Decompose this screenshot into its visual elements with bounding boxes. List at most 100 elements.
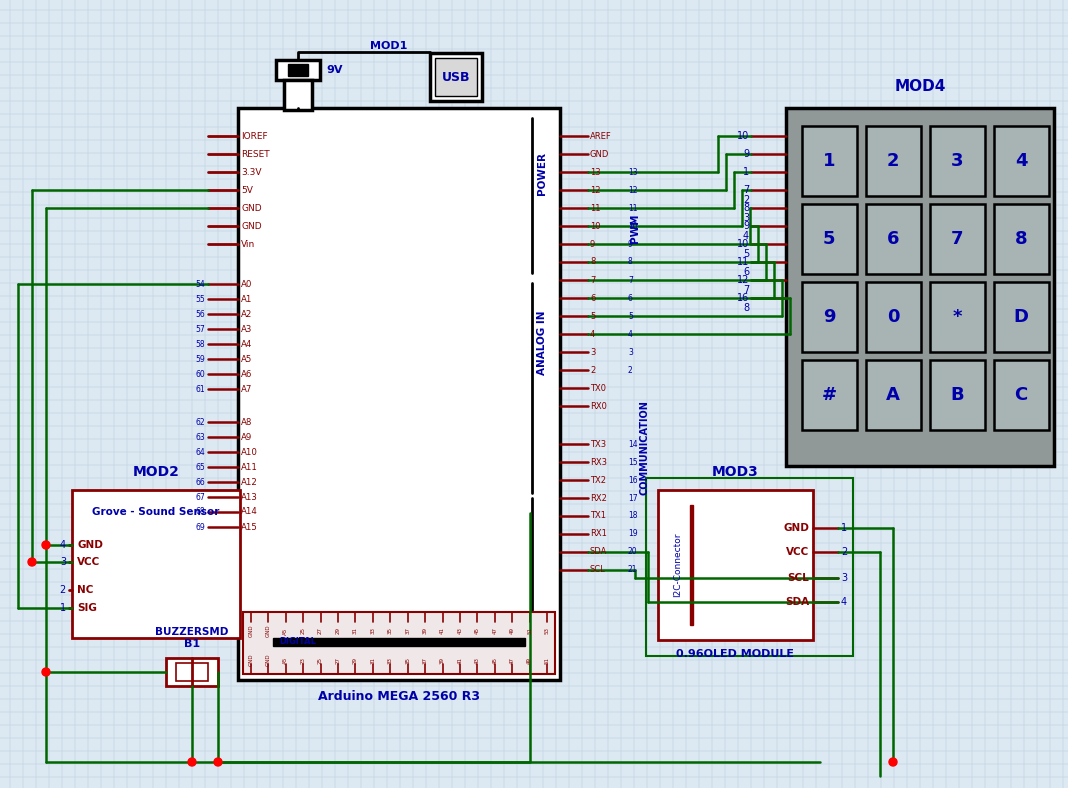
Bar: [930, 360, 985, 430]
Text: A12: A12: [241, 478, 257, 486]
Circle shape: [42, 668, 50, 676]
Text: 0: 0: [886, 308, 899, 326]
Bar: [994, 282, 1049, 352]
Bar: [866, 126, 921, 196]
Text: 62: 62: [195, 418, 205, 426]
Text: 2: 2: [60, 585, 66, 595]
Text: SIG: SIG: [77, 603, 97, 613]
Bar: [288, 64, 308, 76]
Text: 1: 1: [841, 523, 847, 533]
Text: 53: 53: [545, 627, 550, 634]
Text: GND: GND: [783, 523, 808, 533]
Text: A14: A14: [241, 507, 257, 516]
Text: 3: 3: [60, 557, 66, 567]
Text: RX3: RX3: [590, 458, 607, 466]
Text: 5: 5: [590, 311, 595, 321]
Text: 7: 7: [628, 276, 633, 284]
Text: DIGITAL: DIGITAL: [279, 637, 316, 646]
Text: AREF: AREF: [590, 132, 612, 140]
Text: Arduino MEGA 2560 R3: Arduino MEGA 2560 R3: [318, 690, 480, 702]
Bar: [658, 490, 813, 640]
Text: A15: A15: [241, 522, 257, 531]
Bar: [994, 204, 1049, 274]
Text: RX0: RX0: [590, 402, 607, 411]
Text: 60: 60: [195, 370, 205, 378]
Text: RESET: RESET: [241, 150, 269, 158]
Text: COMMUNICATION: COMMUNICATION: [640, 400, 650, 496]
Bar: [72, 490, 240, 638]
Text: 4: 4: [841, 597, 847, 607]
Text: 51: 51: [528, 627, 532, 634]
Text: GND: GND: [77, 540, 103, 550]
Text: 2: 2: [628, 366, 632, 374]
Bar: [435, 58, 477, 96]
Text: 45: 45: [475, 627, 480, 634]
Text: 55: 55: [195, 295, 205, 303]
Text: 56: 56: [195, 310, 205, 318]
Text: 67: 67: [195, 492, 205, 501]
Text: 16: 16: [737, 293, 749, 303]
Text: 31: 31: [371, 656, 375, 663]
Bar: [994, 360, 1049, 430]
Text: 8: 8: [628, 258, 632, 266]
Text: 25: 25: [318, 656, 324, 663]
Text: 59: 59: [195, 355, 205, 363]
Bar: [238, 108, 560, 680]
Text: VCC: VCC: [786, 547, 808, 557]
Text: A6: A6: [241, 370, 252, 378]
Text: 57: 57: [195, 325, 205, 333]
Text: 19: 19: [628, 530, 638, 538]
Text: 6: 6: [743, 267, 749, 277]
Text: 6: 6: [590, 293, 595, 303]
Text: 4: 4: [743, 231, 749, 241]
Text: 3: 3: [628, 348, 633, 356]
Text: 3.3V: 3.3V: [241, 168, 262, 177]
Bar: [930, 126, 985, 196]
Bar: [786, 108, 1054, 466]
Text: USB: USB: [442, 70, 470, 84]
Text: *: *: [953, 308, 962, 326]
Text: A13: A13: [241, 492, 257, 501]
Text: 15: 15: [628, 458, 638, 466]
Text: 2: 2: [841, 547, 847, 557]
Text: GND: GND: [266, 625, 271, 637]
Bar: [802, 282, 857, 352]
Text: BUZZERSMD: BUZZERSMD: [155, 627, 229, 637]
Bar: [430, 53, 482, 101]
Text: 1: 1: [822, 152, 835, 170]
Text: 7: 7: [951, 230, 963, 248]
Text: 43: 43: [475, 656, 480, 663]
Text: MOD2: MOD2: [132, 465, 179, 479]
Text: 7: 7: [742, 285, 749, 295]
Text: RX2: RX2: [590, 493, 607, 503]
Text: 5V: 5V: [241, 185, 253, 195]
Text: A: A: [886, 386, 900, 404]
Bar: [802, 126, 857, 196]
Text: 8: 8: [590, 258, 595, 266]
Text: 2: 2: [886, 152, 899, 170]
Text: 10: 10: [590, 221, 600, 231]
Text: 6: 6: [886, 230, 899, 248]
Text: 6: 6: [628, 293, 633, 303]
Bar: [802, 204, 857, 274]
Text: GND: GND: [266, 654, 271, 667]
Text: 9: 9: [743, 149, 749, 159]
Text: VCC: VCC: [77, 557, 100, 567]
Text: 37: 37: [405, 627, 410, 634]
Circle shape: [188, 758, 197, 766]
Text: 39: 39: [440, 656, 445, 663]
Text: 49: 49: [509, 627, 515, 634]
Text: 5: 5: [822, 230, 835, 248]
Text: GND: GND: [241, 203, 262, 213]
Text: 61: 61: [195, 385, 205, 393]
Circle shape: [889, 758, 897, 766]
Text: 63: 63: [195, 433, 205, 441]
Text: A5: A5: [283, 656, 288, 663]
Text: GND: GND: [241, 221, 262, 231]
Text: TX1: TX1: [590, 511, 606, 521]
Text: 12: 12: [737, 275, 749, 285]
Text: 41: 41: [457, 656, 462, 663]
Text: 37: 37: [423, 656, 427, 663]
Text: 33: 33: [388, 656, 393, 663]
Text: MOD1: MOD1: [371, 41, 408, 51]
